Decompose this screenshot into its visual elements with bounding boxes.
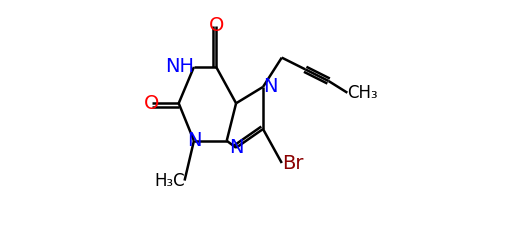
Text: H₃C: H₃C — [154, 172, 184, 190]
Text: CH₃: CH₃ — [347, 84, 378, 102]
Text: O: O — [144, 94, 159, 113]
Text: N: N — [229, 138, 243, 157]
Text: O: O — [208, 17, 224, 36]
Text: N: N — [187, 131, 201, 150]
Text: Br: Br — [282, 154, 303, 173]
Text: NH: NH — [165, 57, 194, 77]
Text: N: N — [263, 77, 278, 96]
